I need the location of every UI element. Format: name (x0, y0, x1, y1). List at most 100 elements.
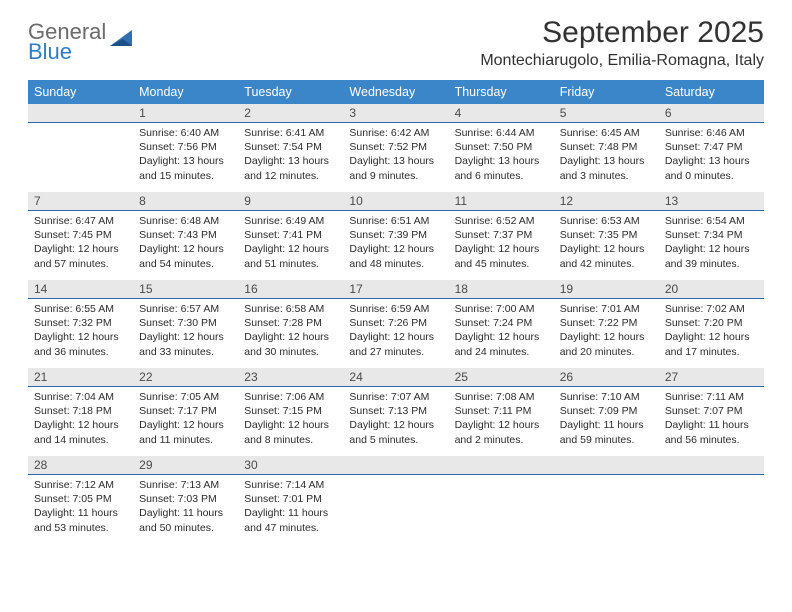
calendar-day-cell: 1Sunrise: 6:40 AMSunset: 7:56 PMDaylight… (133, 104, 238, 192)
sunrise-text: Sunrise: 6:51 AM (349, 214, 442, 228)
empty-day-bar (554, 456, 659, 475)
empty-day-bar (28, 104, 133, 123)
calendar-day-cell: 30Sunrise: 7:14 AMSunset: 7:01 PMDayligh… (238, 456, 343, 544)
day-details: Sunrise: 7:12 AMSunset: 7:05 PMDaylight:… (28, 475, 133, 541)
sunset-text: Sunset: 7:01 PM (244, 492, 337, 506)
day-number: 22 (133, 368, 238, 387)
day-details: Sunrise: 6:45 AMSunset: 7:48 PMDaylight:… (554, 123, 659, 189)
calendar-day-cell: 28Sunrise: 7:12 AMSunset: 7:05 PMDayligh… (28, 456, 133, 544)
sunrise-text: Sunrise: 7:14 AM (244, 478, 337, 492)
day-number: 8 (133, 192, 238, 211)
day-details: Sunrise: 7:13 AMSunset: 7:03 PMDaylight:… (133, 475, 238, 541)
header: General Blue September 2025 Montechiarug… (28, 16, 764, 70)
calendar-body: 1Sunrise: 6:40 AMSunset: 7:56 PMDaylight… (28, 104, 764, 544)
sunrise-text: Sunrise: 6:47 AM (34, 214, 127, 228)
day-details: Sunrise: 6:59 AMSunset: 7:26 PMDaylight:… (343, 299, 448, 365)
daylight-text: Daylight: 12 hours and 54 minutes. (139, 242, 232, 270)
sunset-text: Sunset: 7:43 PM (139, 228, 232, 242)
weekday-header: Sunday (28, 80, 133, 104)
sunrise-text: Sunrise: 6:48 AM (139, 214, 232, 228)
daylight-text: Daylight: 13 hours and 12 minutes. (244, 154, 337, 182)
day-details: Sunrise: 6:42 AMSunset: 7:52 PMDaylight:… (343, 123, 448, 189)
day-details: Sunrise: 6:53 AMSunset: 7:35 PMDaylight:… (554, 211, 659, 277)
calendar-head: SundayMondayTuesdayWednesdayThursdayFrid… (28, 80, 764, 104)
day-details: Sunrise: 6:44 AMSunset: 7:50 PMDaylight:… (449, 123, 554, 189)
day-number: 3 (343, 104, 448, 123)
calendar-empty-cell (554, 456, 659, 544)
calendar-day-cell: 2Sunrise: 6:41 AMSunset: 7:54 PMDaylight… (238, 104, 343, 192)
weekday-header: Wednesday (343, 80, 448, 104)
day-details: Sunrise: 7:10 AMSunset: 7:09 PMDaylight:… (554, 387, 659, 453)
day-details: Sunrise: 6:52 AMSunset: 7:37 PMDaylight:… (449, 211, 554, 277)
calendar-week-row: 28Sunrise: 7:12 AMSunset: 7:05 PMDayligh… (28, 456, 764, 544)
sunrise-text: Sunrise: 6:41 AM (244, 126, 337, 140)
brand-logo: General Blue (28, 16, 136, 62)
day-details: Sunrise: 7:04 AMSunset: 7:18 PMDaylight:… (28, 387, 133, 453)
calendar-day-cell: 9Sunrise: 6:49 AMSunset: 7:41 PMDaylight… (238, 192, 343, 280)
sunrise-text: Sunrise: 6:42 AM (349, 126, 442, 140)
daylight-text: Daylight: 12 hours and 51 minutes. (244, 242, 337, 270)
day-details: Sunrise: 7:02 AMSunset: 7:20 PMDaylight:… (659, 299, 764, 365)
sunrise-text: Sunrise: 6:52 AM (455, 214, 548, 228)
weekday-header: Tuesday (238, 80, 343, 104)
sunrise-text: Sunrise: 7:06 AM (244, 390, 337, 404)
calendar-day-cell: 19Sunrise: 7:01 AMSunset: 7:22 PMDayligh… (554, 280, 659, 368)
day-number: 11 (449, 192, 554, 211)
calendar-day-cell: 6Sunrise: 6:46 AMSunset: 7:47 PMDaylight… (659, 104, 764, 192)
day-details: Sunrise: 7:08 AMSunset: 7:11 PMDaylight:… (449, 387, 554, 453)
day-details: Sunrise: 7:07 AMSunset: 7:13 PMDaylight:… (343, 387, 448, 453)
calendar-day-cell: 10Sunrise: 6:51 AMSunset: 7:39 PMDayligh… (343, 192, 448, 280)
weekday-header: Friday (554, 80, 659, 104)
day-details: Sunrise: 7:00 AMSunset: 7:24 PMDaylight:… (449, 299, 554, 365)
calendar-week-row: 1Sunrise: 6:40 AMSunset: 7:56 PMDaylight… (28, 104, 764, 192)
brand-text: General Blue (28, 22, 106, 62)
sunrise-text: Sunrise: 6:44 AM (455, 126, 548, 140)
calendar-day-cell: 17Sunrise: 6:59 AMSunset: 7:26 PMDayligh… (343, 280, 448, 368)
sunset-text: Sunset: 7:22 PM (560, 316, 653, 330)
sunrise-text: Sunrise: 7:02 AM (665, 302, 758, 316)
daylight-text: Daylight: 12 hours and 24 minutes. (455, 330, 548, 358)
day-number: 17 (343, 280, 448, 299)
day-number: 29 (133, 456, 238, 475)
calendar-day-cell: 27Sunrise: 7:11 AMSunset: 7:07 PMDayligh… (659, 368, 764, 456)
day-details: Sunrise: 6:48 AMSunset: 7:43 PMDaylight:… (133, 211, 238, 277)
daylight-text: Daylight: 12 hours and 48 minutes. (349, 242, 442, 270)
sunset-text: Sunset: 7:11 PM (455, 404, 548, 418)
calendar-day-cell: 7Sunrise: 6:47 AMSunset: 7:45 PMDaylight… (28, 192, 133, 280)
triangle-icon (110, 28, 136, 55)
day-number: 26 (554, 368, 659, 387)
calendar-day-cell: 8Sunrise: 6:48 AMSunset: 7:43 PMDaylight… (133, 192, 238, 280)
sunrise-text: Sunrise: 6:45 AM (560, 126, 653, 140)
calendar-day-cell: 3Sunrise: 6:42 AMSunset: 7:52 PMDaylight… (343, 104, 448, 192)
day-number: 27 (659, 368, 764, 387)
sunrise-text: Sunrise: 7:10 AM (560, 390, 653, 404)
sunset-text: Sunset: 7:39 PM (349, 228, 442, 242)
day-number: 14 (28, 280, 133, 299)
sunrise-text: Sunrise: 7:05 AM (139, 390, 232, 404)
calendar-day-cell: 22Sunrise: 7:05 AMSunset: 7:17 PMDayligh… (133, 368, 238, 456)
day-number: 5 (554, 104, 659, 123)
daylight-text: Daylight: 12 hours and 14 minutes. (34, 418, 127, 446)
daylight-text: Daylight: 11 hours and 59 minutes. (560, 418, 653, 446)
day-details: Sunrise: 6:40 AMSunset: 7:56 PMDaylight:… (133, 123, 238, 189)
sunrise-text: Sunrise: 6:58 AM (244, 302, 337, 316)
sunset-text: Sunset: 7:07 PM (665, 404, 758, 418)
day-number: 7 (28, 192, 133, 211)
sunset-text: Sunset: 7:20 PM (665, 316, 758, 330)
calendar-day-cell: 21Sunrise: 7:04 AMSunset: 7:18 PMDayligh… (28, 368, 133, 456)
calendar-empty-cell (449, 456, 554, 544)
sunrise-text: Sunrise: 6:49 AM (244, 214, 337, 228)
day-number: 19 (554, 280, 659, 299)
sunset-text: Sunset: 7:24 PM (455, 316, 548, 330)
calendar-day-cell: 18Sunrise: 7:00 AMSunset: 7:24 PMDayligh… (449, 280, 554, 368)
sunrise-text: Sunrise: 7:01 AM (560, 302, 653, 316)
daylight-text: Daylight: 12 hours and 2 minutes. (455, 418, 548, 446)
calendar-day-cell: 29Sunrise: 7:13 AMSunset: 7:03 PMDayligh… (133, 456, 238, 544)
day-number: 1 (133, 104, 238, 123)
calendar-day-cell: 16Sunrise: 6:58 AMSunset: 7:28 PMDayligh… (238, 280, 343, 368)
day-details: Sunrise: 6:46 AMSunset: 7:47 PMDaylight:… (659, 123, 764, 189)
day-details: Sunrise: 6:41 AMSunset: 7:54 PMDaylight:… (238, 123, 343, 189)
location: Montechiarugolo, Emilia-Romagna, Italy (480, 52, 764, 70)
day-number: 18 (449, 280, 554, 299)
day-details: Sunrise: 6:57 AMSunset: 7:30 PMDaylight:… (133, 299, 238, 365)
